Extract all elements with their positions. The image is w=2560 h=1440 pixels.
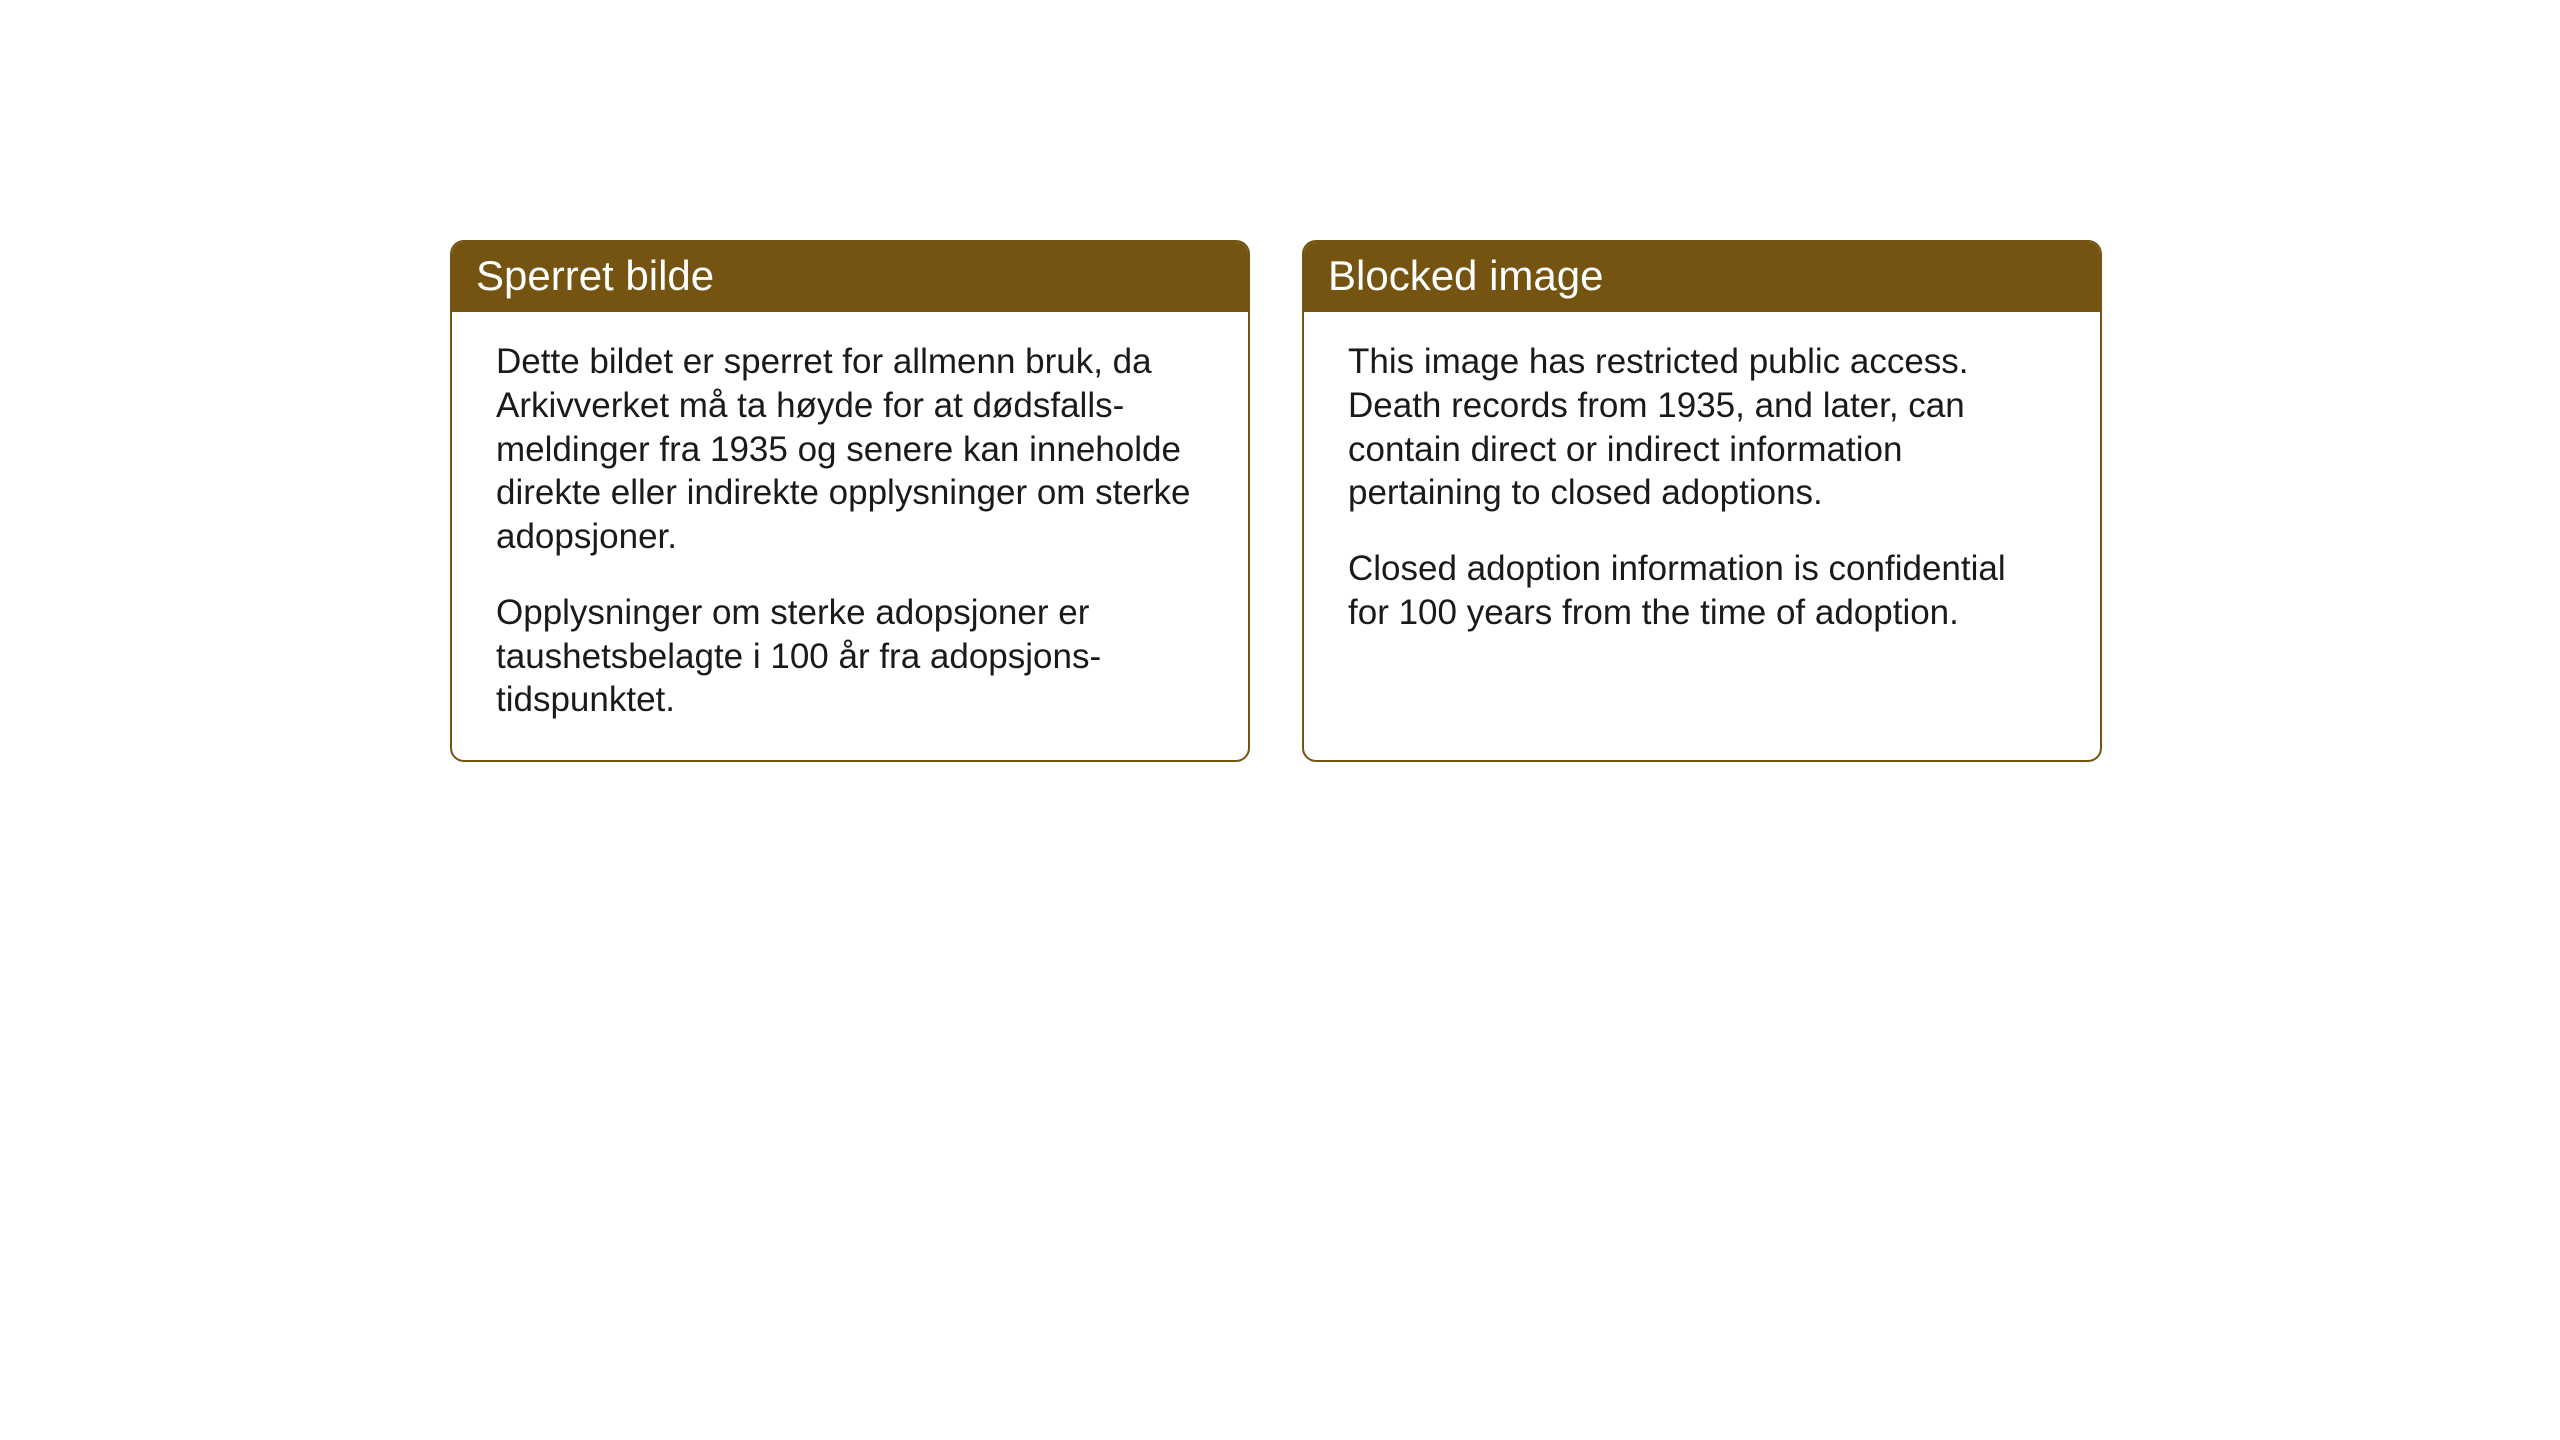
card-english: Blocked image This image has restricted … (1302, 240, 2102, 762)
cards-container: Sperret bilde Dette bildet er sperret fo… (450, 240, 2102, 762)
card-header-norwegian: Sperret bilde (452, 242, 1248, 312)
card-title: Blocked image (1328, 252, 1603, 299)
card-body-english: This image has restricted public access.… (1304, 312, 2100, 673)
card-body-norwegian: Dette bildet er sperret for allmenn bruk… (452, 312, 1248, 760)
card-paragraph: This image has restricted public access.… (1348, 340, 2056, 515)
card-title: Sperret bilde (476, 252, 714, 299)
card-norwegian: Sperret bilde Dette bildet er sperret fo… (450, 240, 1250, 762)
card-paragraph: Closed adoption information is confident… (1348, 547, 2056, 635)
card-paragraph: Dette bildet er sperret for allmenn bruk… (496, 340, 1204, 559)
card-header-english: Blocked image (1304, 242, 2100, 312)
card-paragraph: Opplysninger om sterke adopsjoner er tau… (496, 591, 1204, 722)
